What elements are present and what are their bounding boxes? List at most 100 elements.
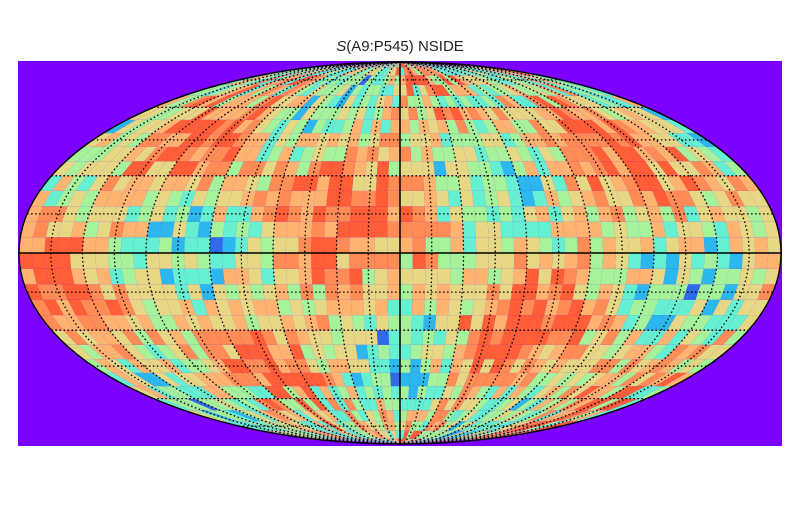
map-cell <box>547 107 574 120</box>
map-cell <box>477 430 526 439</box>
map-cell <box>99 146 126 162</box>
map-cell <box>556 107 583 120</box>
map-cell <box>311 372 328 387</box>
map-cell <box>414 430 428 439</box>
map-cell <box>474 75 503 85</box>
map-cell <box>394 438 400 444</box>
map-cell <box>589 386 619 399</box>
map-cell <box>311 221 325 238</box>
map-cell <box>241 119 264 134</box>
map-cell <box>409 119 420 134</box>
map-cell <box>301 190 316 207</box>
map-cell <box>678 330 703 345</box>
map-cell <box>700 190 721 207</box>
map-cell <box>367 95 379 108</box>
map-cell <box>192 119 218 134</box>
map-cell <box>376 430 389 439</box>
map-cell <box>161 95 199 108</box>
map-cell <box>400 62 448 68</box>
map-cell <box>292 410 316 422</box>
map-cell <box>387 206 400 222</box>
map-cell <box>508 190 524 207</box>
map-cell <box>388 330 400 345</box>
map-cell <box>711 330 737 345</box>
map-cell <box>311 67 347 76</box>
map-cell <box>520 84 552 96</box>
map-cell <box>298 237 312 253</box>
map-cell <box>307 330 323 345</box>
map-cell <box>333 344 348 360</box>
map-cell <box>493 95 516 108</box>
graticule-meridian <box>399 61 687 445</box>
map-cell <box>448 299 462 316</box>
map-cell <box>260 237 274 253</box>
map-cell <box>479 75 509 85</box>
map-cell <box>87 315 110 331</box>
map-cell <box>455 161 470 176</box>
map-cell <box>354 107 368 120</box>
map-cell <box>425 253 439 269</box>
map-cell <box>530 421 575 431</box>
map-cell <box>177 344 200 360</box>
map-cell <box>182 372 209 387</box>
map-cell <box>248 221 263 238</box>
map-cell <box>199 359 223 373</box>
map-cell <box>378 410 388 422</box>
map-cell <box>627 253 642 269</box>
map-cell <box>394 62 400 68</box>
map-cell <box>336 359 351 373</box>
map-cell <box>512 268 527 285</box>
map-cell <box>535 284 551 300</box>
map-cell <box>527 315 545 331</box>
map-cell <box>504 315 521 331</box>
map-cell <box>464 398 483 411</box>
map-cell <box>690 175 713 191</box>
map-cell <box>400 438 472 444</box>
map-cell <box>234 237 249 253</box>
map-cell <box>424 84 436 96</box>
map-cell <box>133 119 164 134</box>
map-cell <box>377 344 390 360</box>
map-cell <box>276 398 300 411</box>
map-cell <box>750 268 768 285</box>
map-cell <box>273 421 307 431</box>
map-cell <box>488 237 502 253</box>
map-cell <box>272 107 294 120</box>
map-cell <box>322 344 337 360</box>
map-cell <box>538 410 573 422</box>
map-cell <box>197 268 213 285</box>
map-cell <box>377 146 390 162</box>
map-cell <box>344 146 358 162</box>
map-cell <box>77 146 105 162</box>
map-cell <box>645 330 668 345</box>
map-cell <box>249 206 265 222</box>
map-cell <box>336 237 350 253</box>
map-cell <box>235 221 250 238</box>
map-cell <box>167 330 189 345</box>
map-cell <box>156 161 178 176</box>
map-cell <box>358 430 377 439</box>
map-cell <box>146 253 160 269</box>
map-cell <box>135 107 170 120</box>
map-cell <box>324 268 338 285</box>
map-cell <box>88 344 115 360</box>
map-cell <box>462 268 476 285</box>
map-cell <box>451 75 473 85</box>
map-cell <box>152 372 182 387</box>
map-cell <box>442 344 456 360</box>
map-cell <box>409 133 422 147</box>
map-cell <box>155 344 179 360</box>
map-cell <box>320 84 340 96</box>
map-cell <box>479 95 499 108</box>
map-cell <box>424 299 437 316</box>
map-cell <box>544 190 561 207</box>
map-cell <box>214 330 233 345</box>
map-cell <box>532 299 548 316</box>
map-cell <box>411 175 424 191</box>
map-cell <box>452 146 467 162</box>
graticule-meridian <box>113 61 401 445</box>
map-cell <box>291 175 308 191</box>
map-cell <box>209 253 223 269</box>
map-cell <box>400 62 457 68</box>
map-cell <box>338 299 352 316</box>
